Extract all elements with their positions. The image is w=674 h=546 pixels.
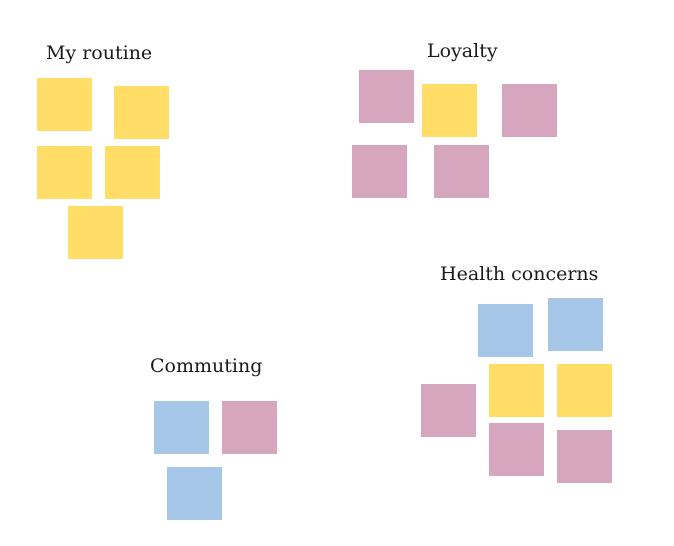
sticky-note[interactable] bbox=[421, 384, 476, 437]
sticky-note[interactable] bbox=[167, 467, 222, 520]
sticky-note[interactable] bbox=[548, 298, 603, 351]
sticky-note[interactable] bbox=[489, 423, 544, 476]
sticky-note[interactable] bbox=[114, 86, 169, 139]
sticky-note[interactable] bbox=[557, 430, 612, 483]
sticky-note[interactable] bbox=[478, 304, 533, 357]
sticky-note[interactable] bbox=[422, 84, 477, 137]
sticky-note[interactable] bbox=[68, 206, 123, 259]
sticky-note[interactable] bbox=[489, 364, 544, 417]
cluster-label: Commuting bbox=[150, 355, 263, 377]
sticky-note[interactable] bbox=[352, 145, 407, 198]
sticky-note[interactable] bbox=[557, 364, 612, 417]
sticky-note[interactable] bbox=[154, 401, 209, 454]
sticky-note[interactable] bbox=[359, 70, 414, 123]
sticky-note[interactable] bbox=[434, 145, 489, 198]
cluster-label: Health concerns bbox=[440, 263, 599, 285]
sticky-note[interactable] bbox=[502, 84, 557, 137]
sticky-note[interactable] bbox=[37, 78, 92, 131]
cluster-label: My routine bbox=[46, 42, 153, 64]
cluster-label: Loyalty bbox=[427, 40, 498, 62]
sticky-note[interactable] bbox=[37, 146, 92, 199]
sticky-note[interactable] bbox=[222, 401, 277, 454]
sticky-note[interactable] bbox=[105, 146, 160, 199]
